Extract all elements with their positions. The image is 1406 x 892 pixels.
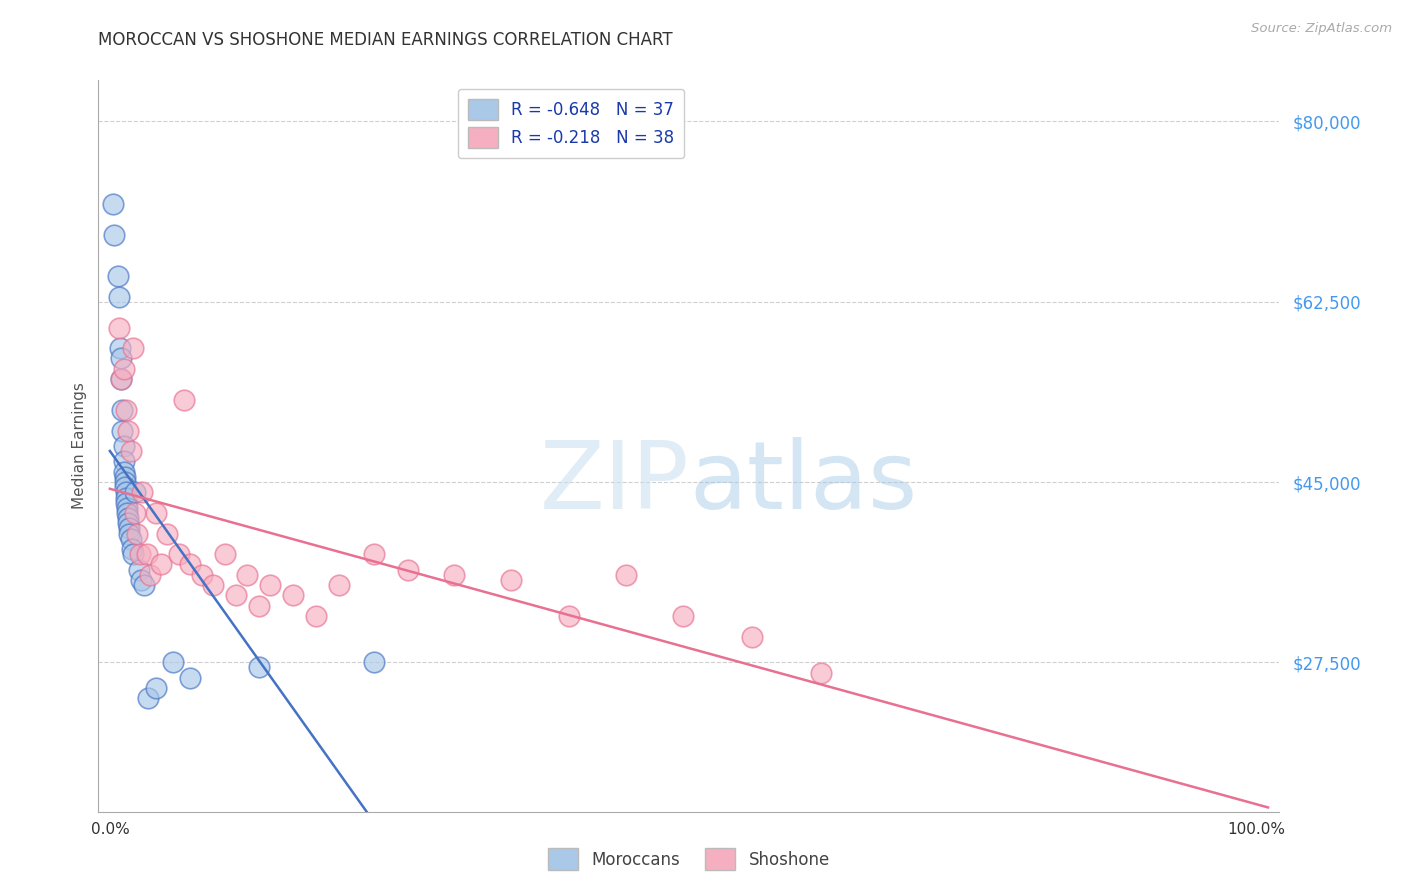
- Point: [328, 578, 350, 592]
- Point: [128, 547, 150, 561]
- Point: [283, 588, 305, 602]
- Point: [121, 341, 143, 355]
- Point: [115, 496, 138, 510]
- Point: [117, 424, 139, 438]
- Point: [103, 197, 125, 211]
- Point: [108, 320, 131, 334]
- Point: [118, 526, 141, 541]
- Point: [117, 516, 139, 531]
- Point: [115, 485, 138, 500]
- Text: atlas: atlas: [689, 436, 917, 529]
- Point: [120, 532, 142, 546]
- Point: [167, 547, 190, 561]
- Point: [108, 290, 131, 304]
- Point: [179, 558, 201, 572]
- Point: [247, 660, 270, 674]
- Point: [115, 500, 138, 515]
- Point: [443, 567, 465, 582]
- Point: [112, 361, 135, 376]
- Point: [103, 227, 125, 242]
- Point: [259, 578, 281, 592]
- Point: [124, 506, 146, 520]
- Point: [110, 351, 132, 366]
- Point: [156, 526, 179, 541]
- Point: [145, 506, 167, 520]
- Point: [110, 372, 132, 386]
- Point: [112, 465, 135, 479]
- Point: [112, 439, 135, 453]
- Point: [741, 630, 763, 644]
- Point: [135, 547, 157, 561]
- Legend: Moroccans, Shoshone: Moroccans, Shoshone: [541, 842, 837, 877]
- Point: [145, 681, 167, 695]
- Point: [810, 665, 832, 680]
- Point: [139, 567, 162, 582]
- Point: [129, 573, 152, 587]
- Point: [173, 392, 195, 407]
- Point: [127, 526, 149, 541]
- Point: [115, 403, 138, 417]
- Point: [124, 485, 146, 500]
- Point: [111, 424, 134, 438]
- Point: [202, 578, 225, 592]
- Point: [614, 567, 637, 582]
- Point: [672, 609, 695, 624]
- Point: [128, 563, 150, 577]
- Point: [162, 656, 184, 670]
- Point: [363, 547, 385, 561]
- Point: [305, 609, 328, 624]
- Point: [115, 506, 138, 520]
- Point: [225, 588, 247, 602]
- Point: [118, 521, 141, 535]
- Point: [134, 578, 156, 592]
- Text: MOROCCAN VS SHOSHONE MEDIAN EARNINGS CORRELATION CHART: MOROCCAN VS SHOSHONE MEDIAN EARNINGS COR…: [98, 31, 673, 49]
- Point: [120, 444, 142, 458]
- Point: [247, 599, 270, 613]
- Point: [501, 573, 523, 587]
- Point: [121, 541, 143, 556]
- Point: [121, 547, 143, 561]
- Point: [114, 475, 136, 489]
- Point: [214, 547, 236, 561]
- Point: [179, 671, 201, 685]
- Point: [114, 480, 136, 494]
- Point: [112, 454, 135, 468]
- Point: [363, 656, 385, 670]
- Point: [236, 567, 259, 582]
- Point: [111, 403, 134, 417]
- Point: [557, 609, 579, 624]
- Point: [108, 341, 131, 355]
- Point: [107, 268, 129, 283]
- Point: [150, 558, 173, 572]
- Text: Source: ZipAtlas.com: Source: ZipAtlas.com: [1251, 22, 1392, 36]
- Y-axis label: Median Earnings: Median Earnings: [72, 383, 87, 509]
- Point: [190, 567, 212, 582]
- Point: [114, 470, 136, 484]
- Point: [396, 563, 419, 577]
- Text: ZIP: ZIP: [540, 436, 689, 529]
- Point: [110, 372, 132, 386]
- Point: [131, 485, 153, 500]
- Point: [136, 691, 159, 706]
- Point: [115, 491, 138, 505]
- Point: [117, 511, 139, 525]
